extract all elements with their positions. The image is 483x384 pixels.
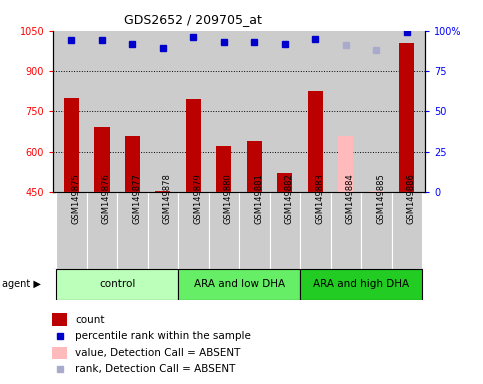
- Bar: [300, 192, 330, 269]
- Text: GSM149876: GSM149876: [102, 173, 111, 223]
- Bar: [392, 192, 422, 269]
- Bar: [53, 313, 67, 326]
- Bar: [178, 269, 300, 300]
- Bar: [300, 269, 422, 300]
- Text: GSM149885: GSM149885: [376, 173, 385, 223]
- Bar: [56, 269, 178, 300]
- Text: ARA and high DHA: ARA and high DHA: [313, 279, 409, 289]
- Bar: [94, 127, 110, 192]
- Text: control: control: [99, 279, 135, 289]
- Text: value, Detection Call = ABSENT: value, Detection Call = ABSENT: [75, 348, 241, 358]
- Bar: [56, 192, 86, 269]
- Text: GSM149879: GSM149879: [193, 173, 202, 223]
- Text: GSM149883: GSM149883: [315, 173, 324, 223]
- Text: GSM149880: GSM149880: [224, 173, 233, 223]
- Bar: [399, 43, 414, 192]
- Bar: [53, 347, 67, 359]
- Bar: [148, 192, 178, 269]
- Bar: [86, 192, 117, 269]
- Bar: [216, 146, 231, 192]
- Text: GSM149877: GSM149877: [132, 173, 142, 223]
- Text: GSM149881: GSM149881: [255, 173, 263, 223]
- Text: ARA and low DHA: ARA and low DHA: [194, 279, 284, 289]
- Bar: [178, 192, 209, 269]
- Text: percentile rank within the sample: percentile rank within the sample: [75, 331, 251, 341]
- Bar: [209, 192, 239, 269]
- Text: GSM149878: GSM149878: [163, 173, 172, 223]
- Text: GSM149886: GSM149886: [407, 173, 416, 223]
- Bar: [330, 192, 361, 269]
- Bar: [247, 141, 262, 192]
- Bar: [338, 136, 354, 192]
- Bar: [117, 192, 148, 269]
- Bar: [270, 192, 300, 269]
- Text: GSM149875: GSM149875: [71, 173, 81, 223]
- Bar: [369, 191, 384, 192]
- Bar: [277, 173, 292, 192]
- Text: count: count: [75, 314, 104, 324]
- Bar: [239, 192, 270, 269]
- Bar: [64, 98, 79, 192]
- Text: GSM149884: GSM149884: [346, 173, 355, 223]
- Bar: [361, 192, 392, 269]
- Text: GSM149882: GSM149882: [285, 173, 294, 223]
- Text: GDS2652 / 209705_at: GDS2652 / 209705_at: [124, 13, 262, 26]
- Text: rank, Detection Call = ABSENT: rank, Detection Call = ABSENT: [75, 364, 235, 374]
- Bar: [155, 191, 170, 192]
- Bar: [186, 99, 201, 192]
- Text: agent ▶: agent ▶: [2, 279, 41, 289]
- Bar: [308, 91, 323, 192]
- Bar: [125, 136, 140, 192]
